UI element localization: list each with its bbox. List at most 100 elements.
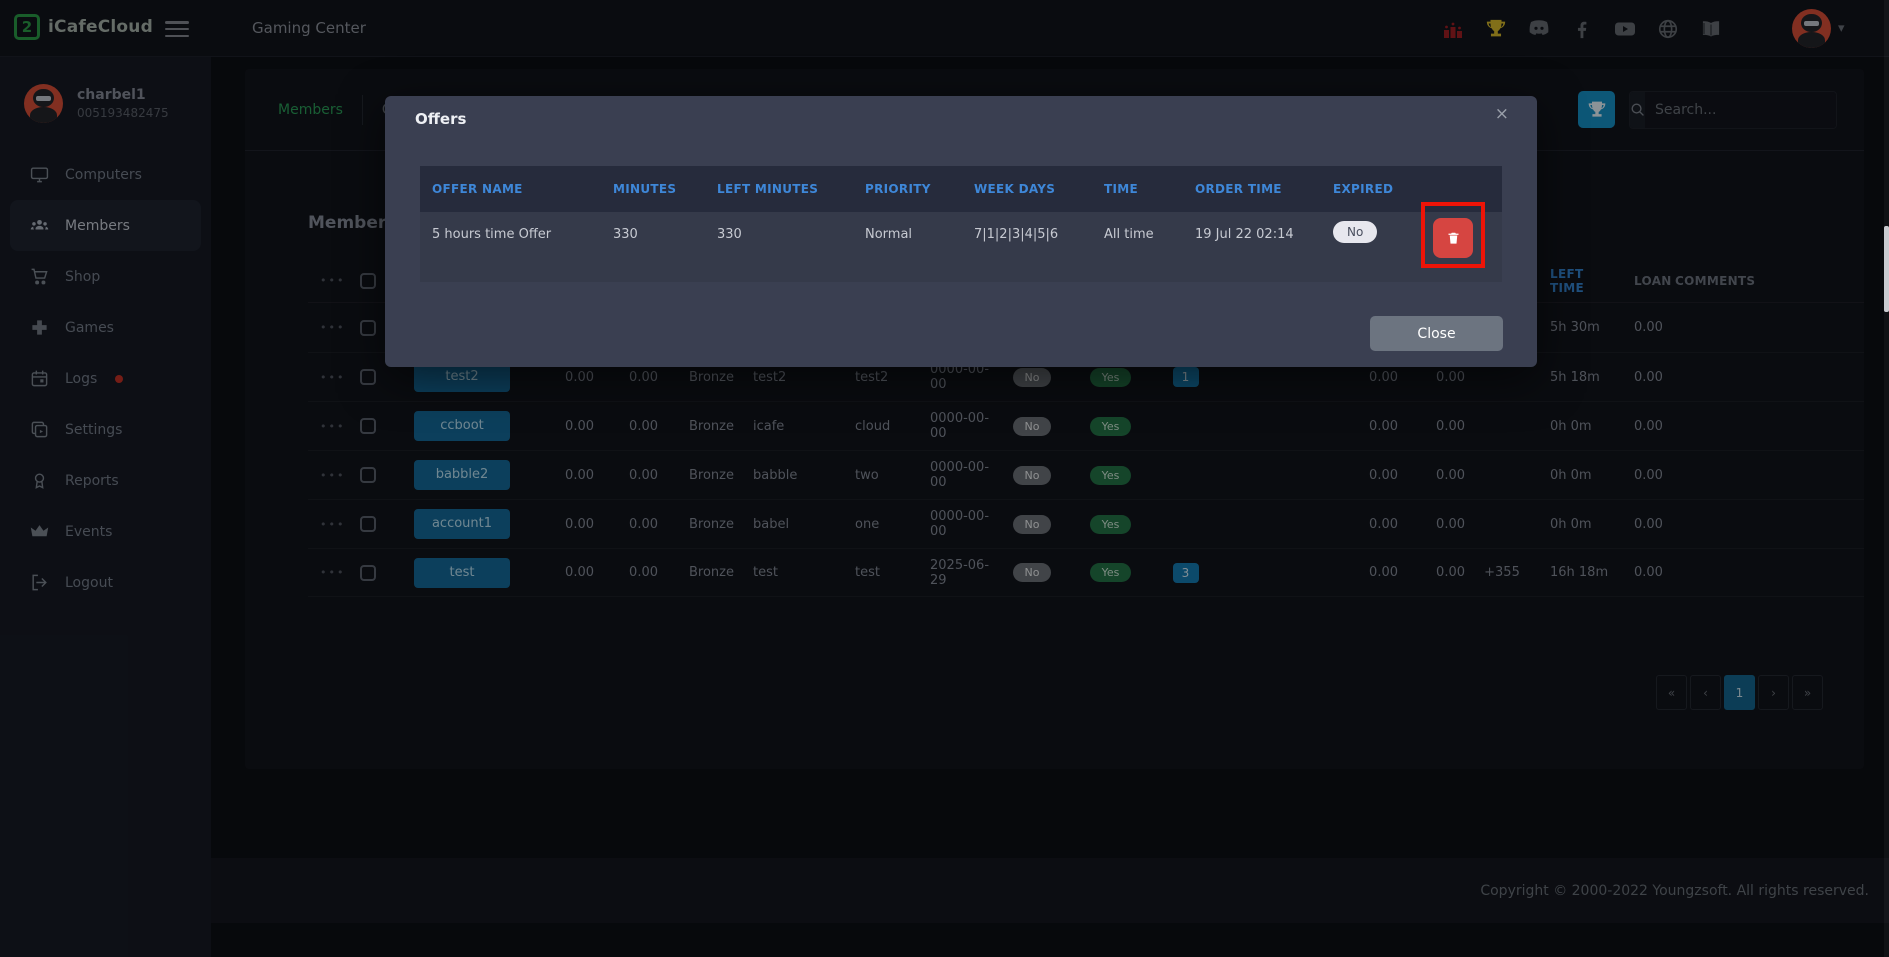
- annotation-highlight-box: [1421, 202, 1485, 268]
- row-menu-icon[interactable]: •••: [320, 321, 346, 334]
- offers-modal: Offers × OFFER NAME MINUTES LEFT MINUTES…: [385, 96, 1537, 367]
- bonus-cell: 0.00: [629, 418, 658, 434]
- account-button[interactable]: account1: [414, 509, 510, 539]
- youtube-icon[interactable]: [1612, 16, 1638, 42]
- row-menu-icon[interactable]: •••: [320, 517, 346, 531]
- last-name-cell: test2: [855, 369, 889, 385]
- modal-close-button[interactable]: Close: [1370, 316, 1503, 351]
- row-checkbox[interactable]: [360, 516, 376, 532]
- first-name-cell: test: [753, 565, 778, 580]
- col-header-comments[interactable]: COMMENTS: [1675, 273, 1756, 288]
- scrollbar-track[interactable]: [1884, 0, 1889, 957]
- pagination-first[interactable]: «: [1656, 675, 1687, 710]
- docs-icon[interactable]: [1698, 16, 1724, 42]
- scrollbar-thumb[interactable]: [1884, 226, 1889, 312]
- col-header-loan[interactable]: LOAN: [1634, 273, 1672, 288]
- pagination-page-1[interactable]: 1: [1724, 675, 1755, 710]
- topbar: 2 iCafeCloud Gaming Center: [0, 0, 1889, 57]
- col-header-left-time[interactable]: LEFT TIME: [1550, 266, 1584, 295]
- col-minutes: MINUTES: [613, 182, 677, 196]
- sidebar-item-logout[interactable]: Logout: [0, 557, 211, 608]
- enabled-badge: Yes: [1089, 416, 1132, 436]
- account-button[interactable]: test2: [414, 362, 510, 392]
- discord-icon[interactable]: [1526, 16, 1552, 42]
- balance-cell: 0.00: [565, 369, 594, 385]
- row-menu-icon[interactable]: •••: [320, 566, 346, 579]
- sidebar-item-label: Members: [65, 217, 130, 234]
- sidebar-item-games[interactable]: Games: [0, 302, 211, 353]
- sessions-badge[interactable]: 3: [1172, 562, 1199, 583]
- account-button[interactable]: test: [414, 557, 510, 588]
- sessions-badge[interactable]: 1: [1172, 367, 1199, 387]
- search-box: [1629, 90, 1837, 129]
- row-menu-icon[interactable]: •••: [320, 419, 346, 433]
- pagination-last[interactable]: »: [1792, 675, 1823, 710]
- expired-badge: No: [1333, 221, 1378, 243]
- last-name-cell: test: [855, 565, 880, 580]
- user-name: charbel1: [77, 87, 146, 103]
- user-avatar[interactable]: [1792, 9, 1831, 48]
- sidebar-item-events[interactable]: Events: [0, 506, 211, 557]
- account-button[interactable]: ccboot: [414, 411, 510, 441]
- level-cell: Bronze: [689, 369, 734, 385]
- pagination-next[interactable]: ›: [1758, 675, 1789, 710]
- left-time-cell: 5h 18m: [1550, 369, 1600, 385]
- col-offer-name: OFFER NAME: [432, 182, 523, 196]
- sidebar-avatar: [24, 84, 63, 123]
- sidebar-item-logs[interactable]: Logs: [0, 353, 211, 404]
- row-checkbox[interactable]: [360, 369, 376, 385]
- level-cell: Bronze: [689, 467, 734, 483]
- account-button[interactable]: babble2: [414, 460, 510, 490]
- sidebar-menu: Computers Members Shop Games Logs Se: [0, 149, 211, 608]
- row-checkbox[interactable]: [360, 319, 376, 336]
- row-menu-icon[interactable]: •••: [320, 468, 346, 482]
- offer-minutes: 330: [613, 227, 638, 242]
- row-menu-icon[interactable]: •••: [320, 370, 346, 384]
- col-left-minutes: LEFT MINUTES: [717, 182, 819, 196]
- value2-cell: 0.00: [1436, 565, 1465, 580]
- birthday-cell: 0000-00-00: [930, 509, 990, 539]
- row-checkbox[interactable]: [360, 564, 376, 581]
- medal-icon: [30, 471, 49, 490]
- menu-toggle-icon[interactable]: [165, 21, 189, 37]
- row-checkbox[interactable]: [360, 467, 376, 483]
- sidebar-item-shop[interactable]: Shop: [0, 251, 211, 302]
- delete-offer-button[interactable]: [1433, 218, 1473, 258]
- first-name-cell: babel: [753, 516, 790, 532]
- enabled-badge: Yes: [1089, 514, 1132, 534]
- col-expired: EXPIRED: [1333, 182, 1394, 196]
- close-icon[interactable]: ×: [1494, 104, 1509, 124]
- enabled-badge: Yes: [1089, 465, 1132, 485]
- user-id: 005193482475: [77, 106, 169, 120]
- select-all-checkbox[interactable]: [360, 272, 376, 289]
- value2-cell: 0.00: [1436, 369, 1465, 385]
- offers-trophy-button[interactable]: [1578, 91, 1615, 128]
- header-menu-icon[interactable]: •••: [320, 274, 346, 287]
- chevron-down-icon[interactable]: ▾: [1838, 21, 1845, 36]
- level-cell: Bronze: [689, 516, 734, 532]
- sidebar-item-computers[interactable]: Computers: [0, 149, 211, 200]
- pagination-prev[interactable]: ‹: [1690, 675, 1721, 710]
- value1-cell: 0.00: [1369, 418, 1398, 434]
- last-name-cell: cloud: [855, 418, 891, 434]
- left-time-cell: 5h 30m: [1550, 320, 1600, 335]
- offer-priority: Normal: [865, 227, 913, 242]
- row-checkbox[interactable]: [360, 418, 376, 434]
- enabled-badge: Yes: [1089, 367, 1132, 387]
- sidebar-item-settings[interactable]: Settings: [0, 404, 211, 455]
- sidebar: charbel1 005193482475 Computers Members …: [0, 57, 211, 957]
- trophy-icon[interactable]: [1483, 16, 1509, 42]
- sidebar-user[interactable]: charbel1 005193482475: [24, 84, 169, 123]
- ranking-icon[interactable]: [1440, 16, 1466, 42]
- sidebar-item-members[interactable]: Members: [10, 200, 201, 251]
- copyright-text: Copyright © 2000-2022 Youngzsoft. All ri…: [1480, 882, 1869, 899]
- logo-text: iCafeCloud: [48, 17, 153, 37]
- tab-members[interactable]: Members: [278, 101, 343, 118]
- facebook-icon[interactable]: [1569, 16, 1595, 42]
- left-time-cell: 16h 18m: [1550, 565, 1609, 580]
- sidebar-item-reports[interactable]: Reports: [0, 455, 211, 506]
- bonus-cell: 0.00: [629, 516, 658, 532]
- sidebar-item-label: Logs: [65, 370, 98, 387]
- search-input[interactable]: [1645, 91, 1836, 128]
- globe-icon[interactable]: [1655, 16, 1681, 42]
